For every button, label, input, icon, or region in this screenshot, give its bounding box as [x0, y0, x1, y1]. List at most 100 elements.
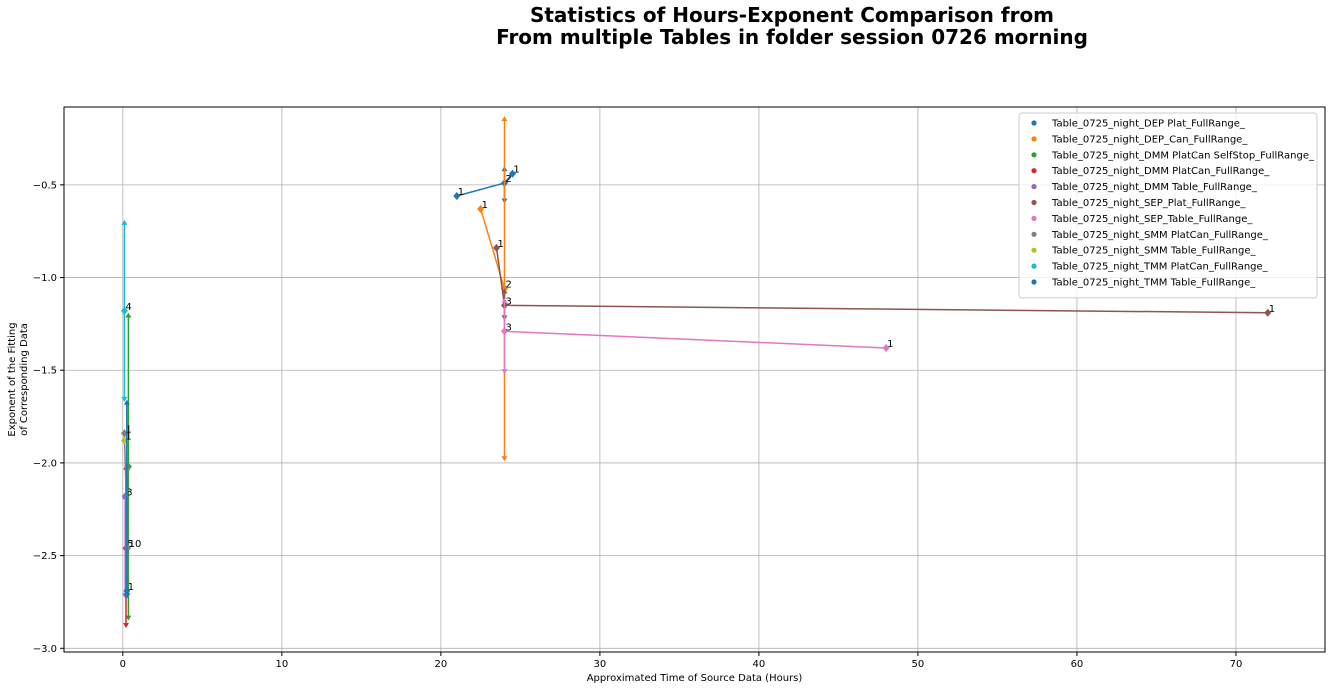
data-point — [124, 544, 132, 553]
axis-ticks: 0 10 20 30 40 50 60 70 −3.0 −2.5 −2.0 −1.5 −1.0 −0.5 — [33, 180, 1243, 670]
x-tick-label: 30 — [594, 659, 607, 670]
x-tick-label: 40 — [753, 659, 766, 670]
chart-title: Statistics of Hours-Exponent Comparison … — [496, 3, 1088, 49]
legend-item: Table_0725_night_DEP Plat_FullRange_ — [1031, 119, 1246, 130]
legend-marker — [1031, 168, 1037, 174]
point-annotation: 2 — [505, 280, 511, 291]
series-line — [504, 330, 887, 349]
y-tick-label: −2.0 — [33, 458, 57, 469]
legend-label: Table_0725_night_SMM Table_FullRange_ — [1051, 246, 1256, 257]
x-tick-label: 50 — [912, 659, 925, 670]
x-tick-label: 20 — [435, 659, 448, 670]
error-cap-up — [501, 116, 508, 122]
legend-marker — [1031, 184, 1037, 190]
legend-marker — [1031, 231, 1037, 237]
data-point — [1264, 308, 1272, 317]
y-tick-label: −3.0 — [33, 644, 57, 655]
error-cap-down — [125, 615, 132, 621]
point-annotation: 1 — [1269, 304, 1275, 315]
legend-label: Table_0725_night_SEP_Table_FullRange_ — [1051, 214, 1253, 225]
legend-item: Table_0725_night_TMM Table_FullRange_ — [1031, 278, 1256, 289]
error-cap-down — [501, 369, 508, 375]
data-point — [882, 343, 890, 352]
legend-item: Table_0725_night_DEP_Can_FullRange_ — [1031, 134, 1248, 145]
x-tick-label: 0 — [120, 659, 126, 670]
error-cap-up — [123, 399, 130, 405]
point-annotation: 2 — [505, 174, 511, 185]
point-annotation: 1 — [128, 582, 134, 593]
error-cap-down — [123, 593, 130, 599]
data-point — [508, 169, 516, 178]
legend-marker — [1031, 247, 1037, 253]
series-11: 1 — [123, 399, 134, 599]
legend-label: Table_0725_night_DMM PlatCan SelfStop_Fu… — [1051, 150, 1315, 161]
legend: Table_0725_night_DEP Plat_FullRange_ Tabl… — [1018, 112, 1318, 299]
error-cap-up — [121, 219, 128, 225]
error-cap-up — [501, 297, 508, 303]
point-annotation: 1 — [498, 239, 504, 250]
y-axis-label-line-2: of Corresponding Data — [19, 323, 30, 436]
legend-item: Table_0725_night_TMM PlatCan_FullRange_ — [1031, 262, 1269, 273]
legend-label: Table_0725_night_TMM Table_FullRange_ — [1051, 278, 1256, 289]
chart-title-line-2: From multiple Tables in folder session 0… — [496, 25, 1088, 49]
error-cap-up — [125, 312, 132, 318]
x-tick-label: 60 — [1071, 659, 1084, 670]
data-point — [493, 243, 501, 252]
point-annotation: 3 — [505, 322, 511, 333]
point-annotation: 4 — [125, 302, 131, 313]
data-point — [120, 306, 128, 315]
legend-item: Table_0725_night_SEP_Plat_FullRange_ — [1031, 198, 1246, 209]
point-annotation: 10 — [129, 539, 142, 550]
point-annotation: 3 — [126, 487, 132, 498]
chart-title-line-1: Statistics of Hours-Exponent Comparison … — [530, 3, 1054, 27]
point-annotation: 1 — [513, 165, 519, 176]
legend-box — [1018, 112, 1318, 299]
error-cap-down — [121, 396, 128, 402]
legend-marker — [1031, 120, 1037, 126]
legend-item: Table_0725_night_SMM PlatCan_FullRange_ — [1031, 230, 1269, 241]
legend-marker — [1031, 199, 1037, 206]
y-tick-label: −1.0 — [33, 273, 57, 284]
legend-label: Table_0725_night_DEP_Can_FullRange_ — [1051, 134, 1248, 145]
point-annotation: 3 — [505, 296, 511, 307]
x-tick-label: 10 — [275, 659, 288, 670]
error-cap-down — [123, 623, 130, 629]
legend-marker — [1031, 263, 1037, 269]
legend-item: Table_0725_night_DMM Table_FullRange_ — [1031, 182, 1258, 193]
series-10: 4 — [120, 219, 132, 402]
data-point — [500, 327, 508, 336]
plot-frame — [63, 106, 1326, 653]
legend-marker — [1031, 215, 1037, 221]
legend-label: Table_0725_night_SMM PlatCan_FullRange_ — [1051, 230, 1269, 241]
legend-item: Table_0725_night_DMM PlatCan SelfStop_Fu… — [1031, 150, 1315, 161]
legend-item: Table_0725_night_DMM PlatCan_FullRange_ — [1031, 166, 1270, 177]
data-point — [123, 586, 131, 595]
y-axis-label-line-1: Exponent of the Fitting — [7, 322, 18, 436]
point-annotation: 1 — [458, 187, 464, 198]
x-axis-label: Approximated Time of Source Data (Hours) — [587, 673, 803, 684]
legend-marker — [1031, 136, 1037, 142]
series-2: 12 — [477, 116, 512, 462]
point-annotation: 5 — [127, 539, 133, 550]
point-annotation: 1 — [125, 432, 131, 443]
y-tick-label: −2.5 — [33, 551, 57, 562]
point-annotation: 1 — [125, 424, 131, 435]
series-8: 1 10 — [120, 424, 142, 599]
y-tick-label: −0.5 — [33, 180, 57, 191]
point-annotation: 1 — [887, 339, 893, 350]
series-7: 31 — [500, 297, 893, 375]
y-tick-label: −1.5 — [33, 366, 57, 377]
point-annotation: 1 — [482, 200, 488, 211]
legend-label: Table_0725_night_DMM Table_FullRange_ — [1051, 182, 1258, 193]
legend-label: Table_0725_night_DMM PlatCan_FullRange_ — [1051, 166, 1270, 177]
legend-marker — [1031, 279, 1037, 285]
legend-label: Table_0725_night_SEP_Plat_FullRange_ — [1051, 198, 1246, 209]
series-1: 121 — [453, 165, 520, 204]
error-cap-down — [501, 456, 508, 462]
legend-label: Table_0725_night_TMM PlatCan_FullRange_ — [1051, 262, 1269, 273]
x-tick-label: 70 — [1230, 659, 1243, 670]
legend-label: Table_0725_night_DEP Plat_FullRange_ — [1051, 119, 1246, 130]
data-point — [453, 191, 461, 200]
